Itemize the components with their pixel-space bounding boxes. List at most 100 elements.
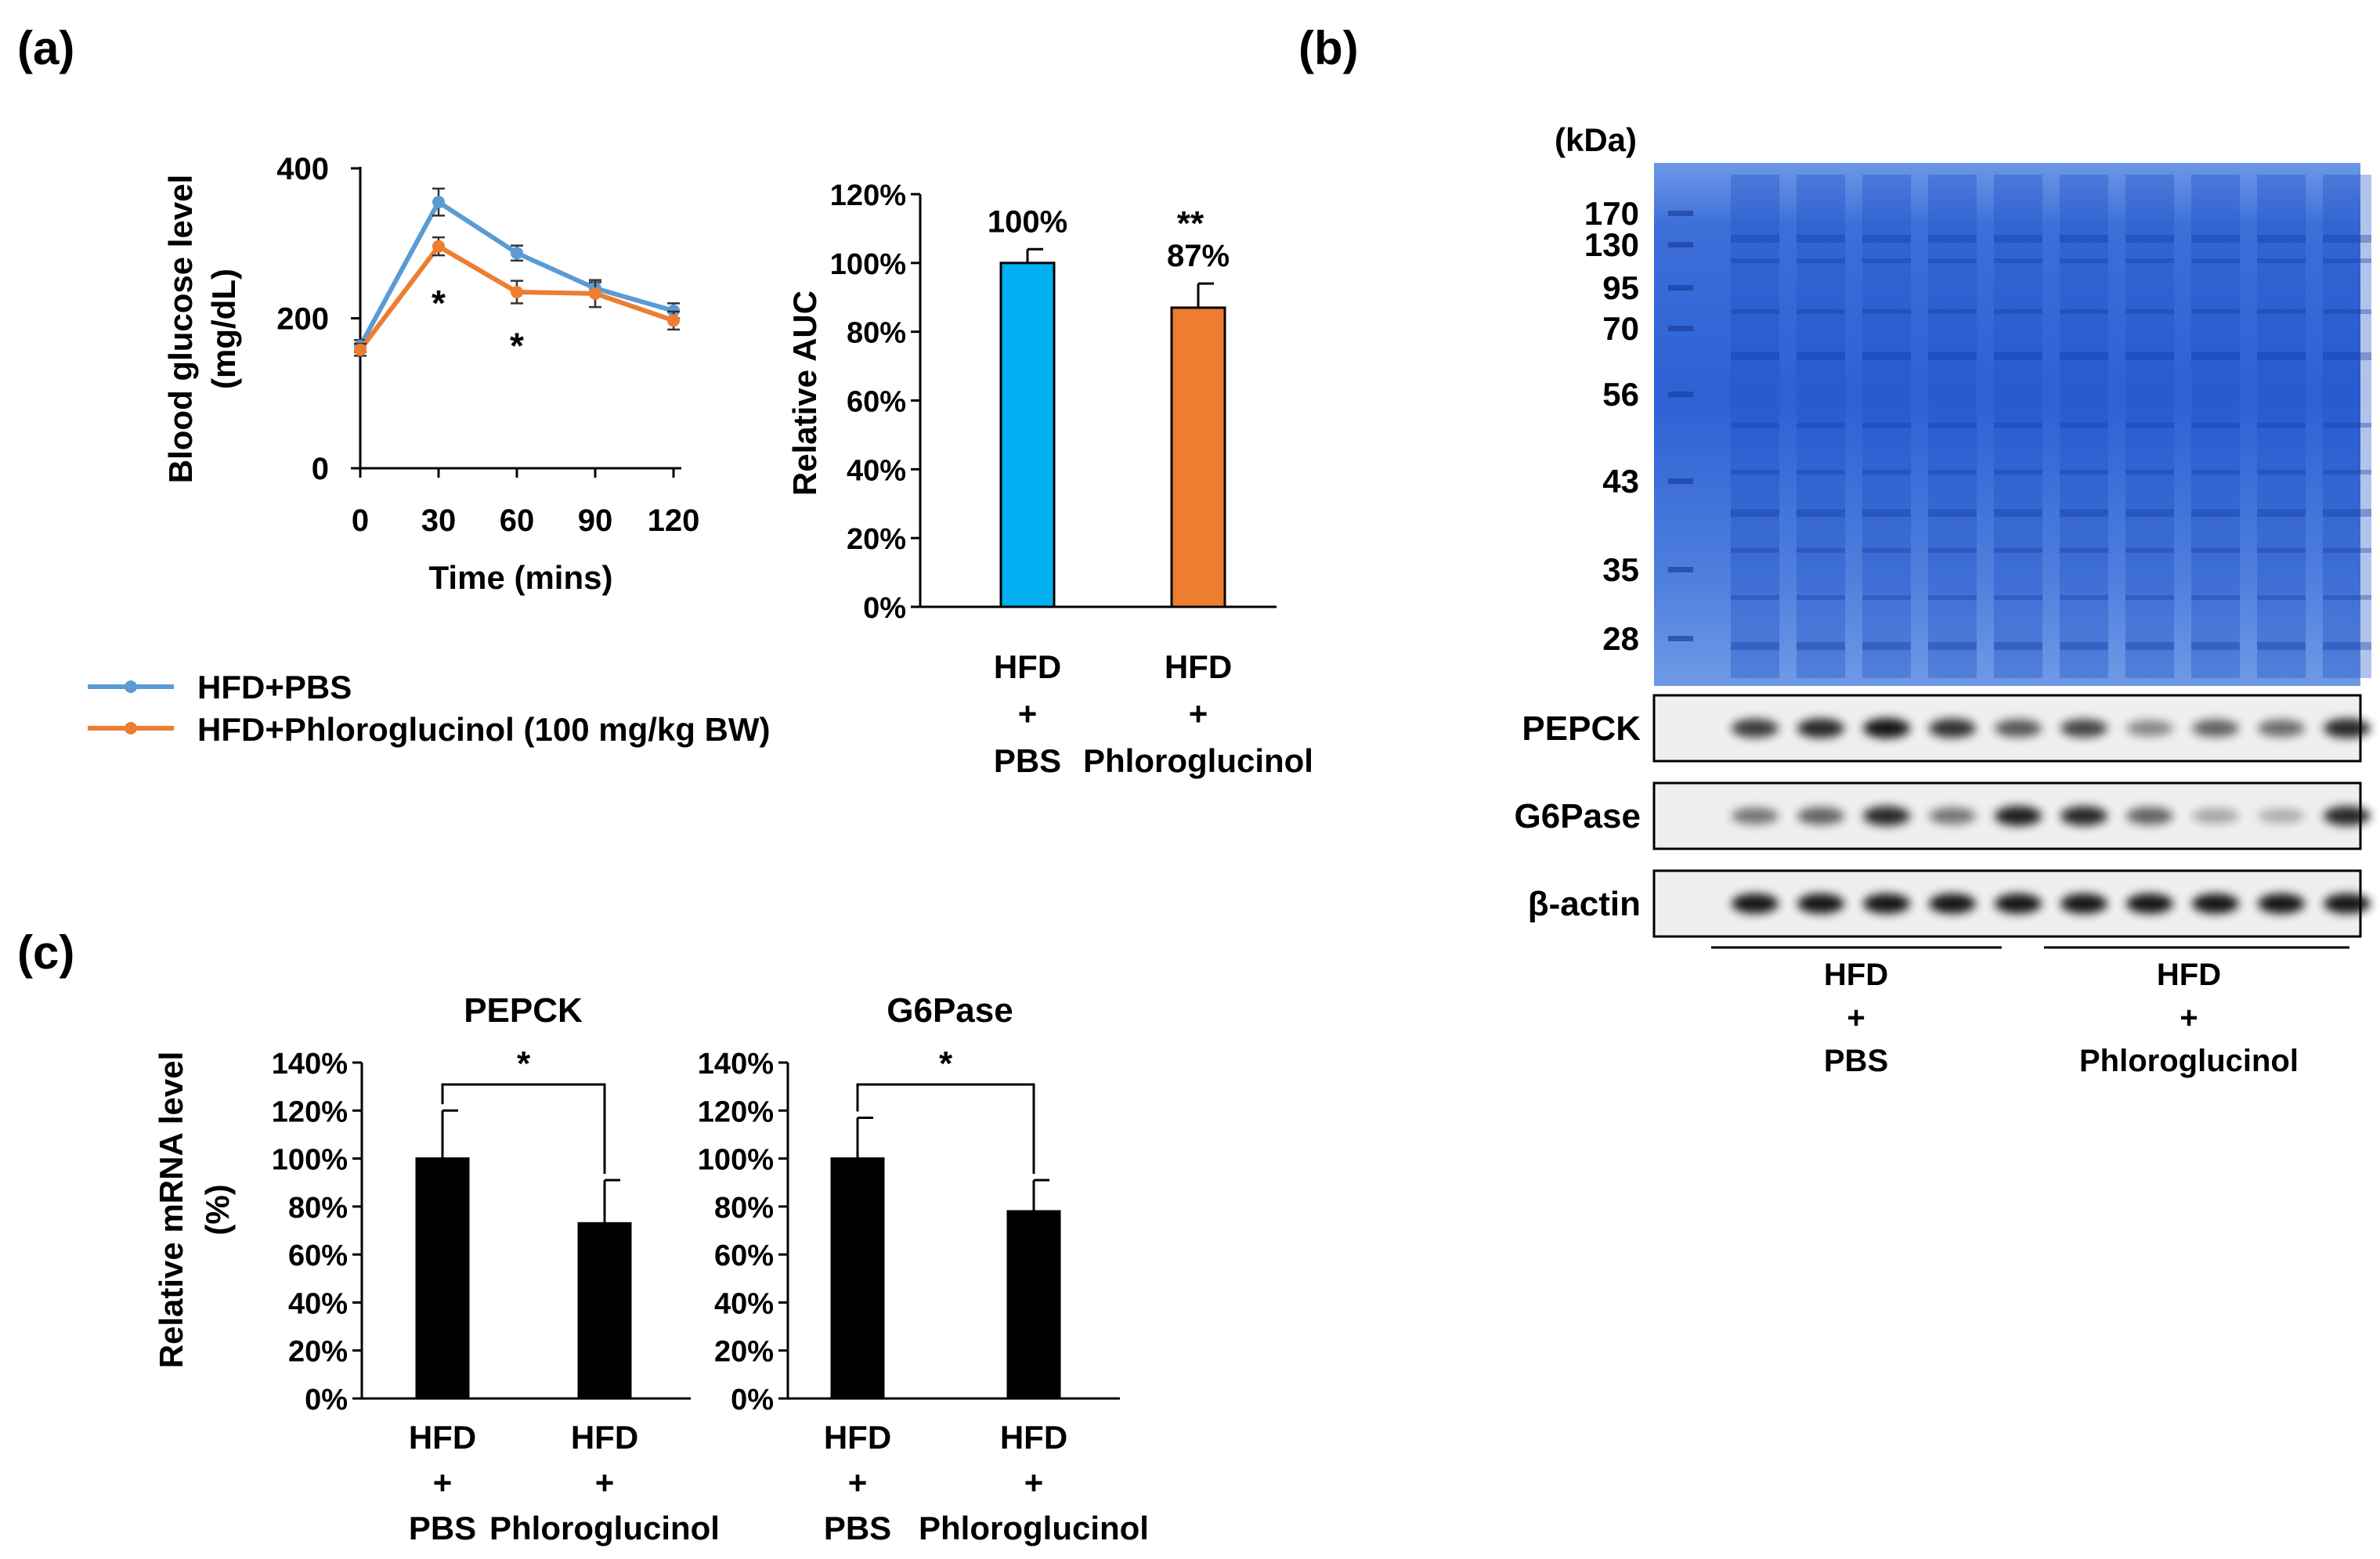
pepck-y-tick-label: 100% <box>272 1144 348 1177</box>
gel-protein-band <box>1862 423 1911 428</box>
gel-protein-band <box>2060 423 2108 428</box>
gel-protein-band <box>2323 352 2371 360</box>
gel-protein-band <box>1731 309 1779 314</box>
gel-protein-band <box>1994 352 2042 360</box>
ogtt-x-tick-label: 30 <box>421 503 457 538</box>
gel-protein-band <box>1797 509 1845 517</box>
gel-protein-band <box>1994 548 2042 553</box>
ogtt-point-phloroglucinol <box>589 287 601 300</box>
gel-lane <box>2060 175 2108 678</box>
gel-lane <box>2323 175 2371 678</box>
auc-data-label: 100% <box>988 204 1067 239</box>
blot-band-pepck <box>1929 718 1976 738</box>
blot-band-pepck <box>2192 719 2239 738</box>
kda-label: (kDa) <box>1555 121 1637 158</box>
blot-group-label: Phloroglucinol <box>2079 1044 2299 1078</box>
g6pase-category-label: + <box>848 1464 868 1501</box>
blot-band-beta-actin <box>1929 893 1976 914</box>
blot-band-g6pase <box>2192 808 2239 824</box>
pepck-bar-phloroglucinol <box>577 1222 632 1400</box>
panel-label-b: (b) <box>1298 22 1359 74</box>
blot-band-g6pase <box>1995 806 2042 826</box>
g6pase-bar-pbs <box>830 1157 885 1400</box>
gel-lane <box>2257 175 2306 678</box>
pepck-bar-pbs <box>415 1157 470 1400</box>
blot-row-label-beta-actin: β-actin <box>1528 885 1641 923</box>
gel-protein-band <box>2323 548 2371 553</box>
gel-protein-band <box>2323 235 2371 243</box>
g6pase-y-tick-label: 80% <box>714 1192 774 1225</box>
panel-label-a: (a) <box>17 22 74 74</box>
gel-protein-band <box>2257 642 2306 650</box>
ogtt-point-phloroglucinol <box>667 314 680 327</box>
mrna-y-axis-title-line1: Relative mRNA level <box>153 1052 190 1369</box>
ogtt-point-phloroglucinol <box>354 343 367 356</box>
gel-protein-band <box>2191 595 2240 600</box>
gel-protein-band <box>1862 509 1911 517</box>
gel-protein-band <box>2191 309 2240 314</box>
gel-lane <box>1731 175 1779 678</box>
auc-significance-label: ** <box>1177 204 1204 243</box>
g6pase-significance-bracket <box>856 1083 1035 1175</box>
kda-marker-label: 170 <box>1584 195 1639 232</box>
gel-protein-band <box>2191 235 2240 243</box>
g6pase-category-label: Phloroglucinol <box>919 1510 1149 1546</box>
gel-protein-band <box>2060 235 2108 243</box>
ogtt-y-axis-title-line2: (mg/dL) <box>205 269 242 389</box>
pepck-y-tick-label: 140% <box>272 1048 348 1081</box>
legend: HFD+PBS HFD+Phloroglucinol (100 mg/kg BW… <box>88 669 771 748</box>
gel-protein-band <box>1862 309 1911 314</box>
ladder-band <box>1668 326 1693 331</box>
gel-protein-band <box>1797 423 1845 428</box>
auc-y-tick-label: 40% <box>847 454 906 487</box>
gel-protein-band <box>2323 470 2371 475</box>
gel-protein-band <box>2060 509 2108 517</box>
pepck-y-tick-label: 40% <box>288 1287 348 1320</box>
gel-lane <box>1862 175 1911 678</box>
gel-protein-band <box>1928 509 1977 517</box>
gel-protein-band <box>2191 423 2240 428</box>
gel-lane <box>1928 175 1977 678</box>
ogtt-series-line-pbs <box>358 198 674 348</box>
ladder-band <box>1668 242 1693 247</box>
ladder-band <box>1668 211 1693 216</box>
gel-protein-band <box>2060 352 2108 360</box>
auc-category-label: Phloroglucinol <box>1083 742 1313 779</box>
gel-protein-band <box>1797 595 1845 600</box>
gel-protein-band <box>2125 509 2174 517</box>
kda-marker-label: 130 <box>1584 226 1639 263</box>
gel-protein-band <box>2125 548 2174 553</box>
ogtt-point-phloroglucinol <box>432 240 445 253</box>
blot-band-beta-actin <box>1732 893 1779 914</box>
g6pase-y-tick-label: 100% <box>698 1144 774 1177</box>
gel-protein-band <box>2125 423 2174 428</box>
auc-y-tick-label: 80% <box>847 317 906 350</box>
gel-lane <box>1797 175 1845 678</box>
gel-protein-band <box>1862 470 1911 475</box>
gel-protein-band <box>1994 309 2042 314</box>
blot-band-g6pase <box>1863 806 1910 826</box>
kda-marker-label: 43 <box>1602 463 1639 500</box>
ogtt-x-tick-label: 60 <box>500 503 535 538</box>
gel-protein-band <box>1797 352 1845 360</box>
auc-bar-pbs <box>999 262 1056 608</box>
ogtt-x-tick-label: 90 <box>578 503 613 538</box>
kda-marker-label: 95 <box>1602 269 1639 306</box>
ladder-band <box>1668 478 1693 484</box>
auc-y-tick-label: 20% <box>847 523 906 556</box>
gel-protein-band <box>1928 235 1977 243</box>
gel-protein-band <box>2125 235 2174 243</box>
gel-lane <box>2191 175 2240 678</box>
blot-band-pepck <box>2060 719 2107 738</box>
auc-data-label: 87% <box>1167 239 1230 273</box>
pepck-category-label: + <box>595 1464 615 1501</box>
pepck-category-label: + <box>433 1464 453 1501</box>
gel-protein-band <box>2125 309 2174 314</box>
ogtt-line-chart: 0 200 400 0 30 60 90 120 * * Time (mins) Blood g… <box>162 152 699 596</box>
g6pase-bar-phloroglucinol <box>1006 1210 1061 1400</box>
blot-band-g6pase <box>2126 807 2173 825</box>
g6pase-y-tick-label: 40% <box>714 1287 774 1320</box>
ladder-band <box>1668 392 1693 397</box>
gel-protein-band <box>1731 235 1779 243</box>
pepck-significance-label: * <box>517 1045 531 1083</box>
